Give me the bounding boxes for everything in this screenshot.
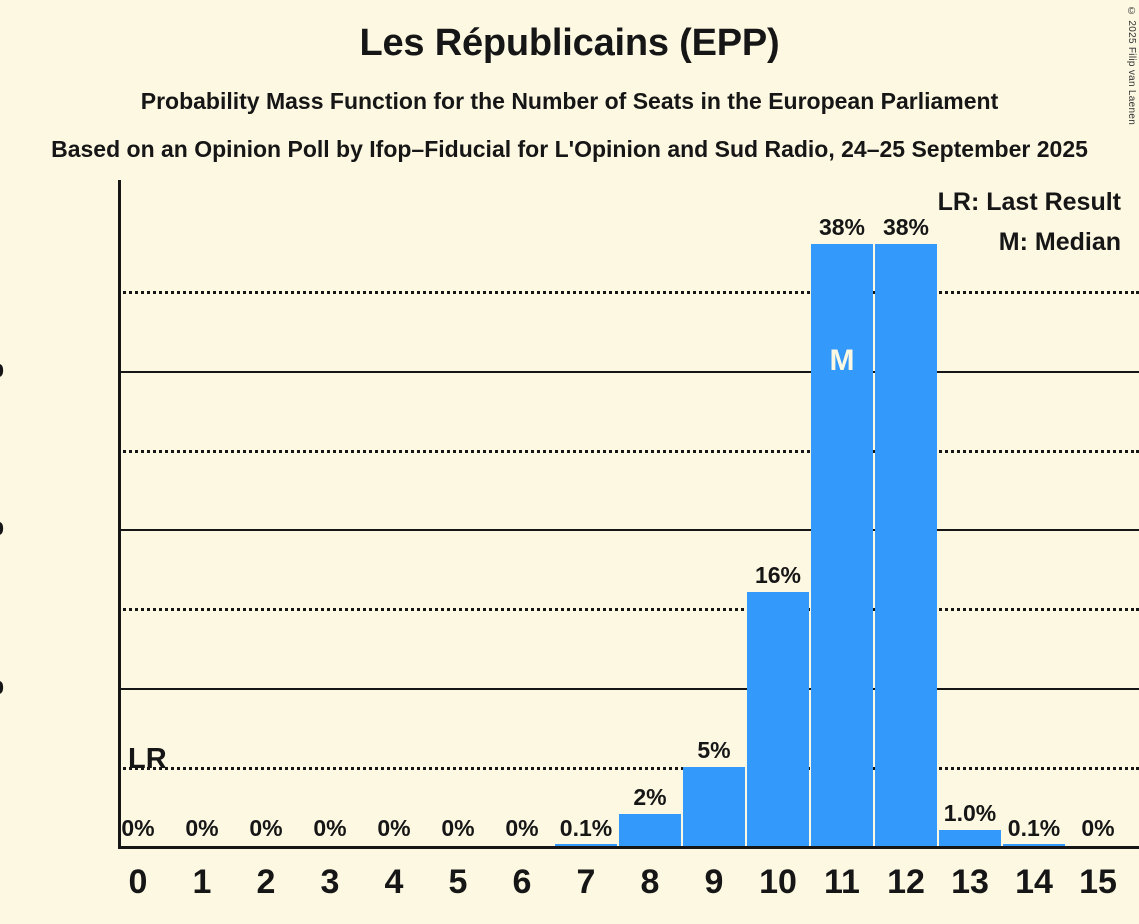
- gridline-minor-15: [118, 608, 1139, 612]
- chart-subtitle: Probability Mass Function for the Number…: [140, 88, 999, 114]
- median-marker: M: [829, 343, 855, 377]
- bar-value-label-9: 5%: [697, 736, 731, 763]
- bar-seat-12[interactable]: [875, 243, 937, 846]
- x-axis-tick-5: 5: [448, 863, 468, 901]
- chart-source-line: Based on an Opinion Poll by Ifop–Fiducia…: [51, 136, 1088, 162]
- bar-value-label-11: 38%: [818, 213, 866, 240]
- x-axis-tick-0: 0: [128, 863, 148, 901]
- x-axis-tick-8: 8: [640, 863, 660, 901]
- bar-value-label-7: 0.1%: [559, 815, 613, 841]
- bar-value-label-4: 0%: [377, 815, 411, 841]
- y-axis-tick-10%: 10%: [0, 666, 4, 702]
- gridline-major-20: [118, 529, 1139, 531]
- bar-value-label-3: 0%: [313, 815, 347, 841]
- bar-seat-7[interactable]: [555, 844, 617, 846]
- legend-item-median: M: Median: [998, 228, 1121, 256]
- x-axis-tick-4: 4: [384, 863, 404, 901]
- bar-value-label-5: 0%: [441, 815, 475, 841]
- x-axis-tick-11: 11: [824, 863, 860, 901]
- gridline-major-10: [118, 687, 1139, 690]
- bar-value-label-15: 0%: [1081, 815, 1115, 841]
- last-result-marker: LR: [128, 742, 167, 775]
- gridline-minor-35: [118, 291, 1139, 295]
- x-axis-tick-9: 9: [704, 863, 724, 901]
- x-axis-line: [118, 846, 1139, 849]
- y-axis-line: [118, 180, 121, 849]
- chart-plot-area: 0% 0% 0% 0% 0% 0% 0% 0.1% 2% 5% 16% 38% 38% 1.0% 0.1% 0…: [118, 180, 1139, 849]
- bar-value-label-2: 0%: [249, 815, 283, 841]
- bar-seat-14[interactable]: [1003, 844, 1065, 846]
- x-axis-tick-6: 6: [512, 863, 532, 901]
- bar-value-label-1: 0%: [185, 815, 219, 841]
- x-axis-tick-15: 15: [1079, 863, 1117, 901]
- bar-value-label-14: 0.1%: [1007, 815, 1061, 841]
- chart-legend: LR: Last Result M: Median: [938, 182, 1121, 262]
- y-axis-tick-30%: 30%: [0, 349, 4, 385]
- x-axis-tick-7: 7: [576, 863, 596, 901]
- bar-seat-10[interactable]: [747, 592, 809, 846]
- gridline-minor-25: [118, 449, 1139, 453]
- page-title: Les Républicains (EPP): [359, 22, 780, 64]
- gridline-minor-5: [118, 766, 1139, 770]
- x-axis-tick-1: 1: [192, 863, 212, 901]
- gridline-major-30: [118, 370, 1139, 373]
- x-axis-tick-12: 12: [887, 863, 925, 901]
- x-axis-tick-13: 13: [951, 863, 989, 901]
- x-axis-tick-3: 3: [320, 863, 340, 901]
- copyright-notice: © 2025 Filip van Laenen: [1126, 6, 1137, 126]
- bar-value-label-13: 1.0%: [943, 800, 997, 827]
- bar-value-label-6: 0%: [505, 815, 539, 841]
- bar-seat-13[interactable]: [939, 830, 1001, 846]
- legend-item-last-result: LR: Last Result: [937, 188, 1121, 216]
- x-axis-tick-2: 2: [256, 863, 276, 901]
- y-axis-tick-20%: 20%: [0, 507, 4, 543]
- bar-value-label-0: 0%: [121, 815, 155, 841]
- bar-seat-8[interactable]: [619, 814, 681, 846]
- bar-value-label-8: 2%: [633, 784, 667, 811]
- bar-seat-9[interactable]: [683, 766, 745, 846]
- x-axis-tick-10: 10: [759, 863, 797, 901]
- bar-seat-11[interactable]: [811, 243, 873, 846]
- bar-value-label-10: 16%: [754, 562, 802, 589]
- x-axis-tick-14: 14: [1015, 863, 1053, 901]
- bar-value-label-12: 38%: [882, 213, 930, 240]
